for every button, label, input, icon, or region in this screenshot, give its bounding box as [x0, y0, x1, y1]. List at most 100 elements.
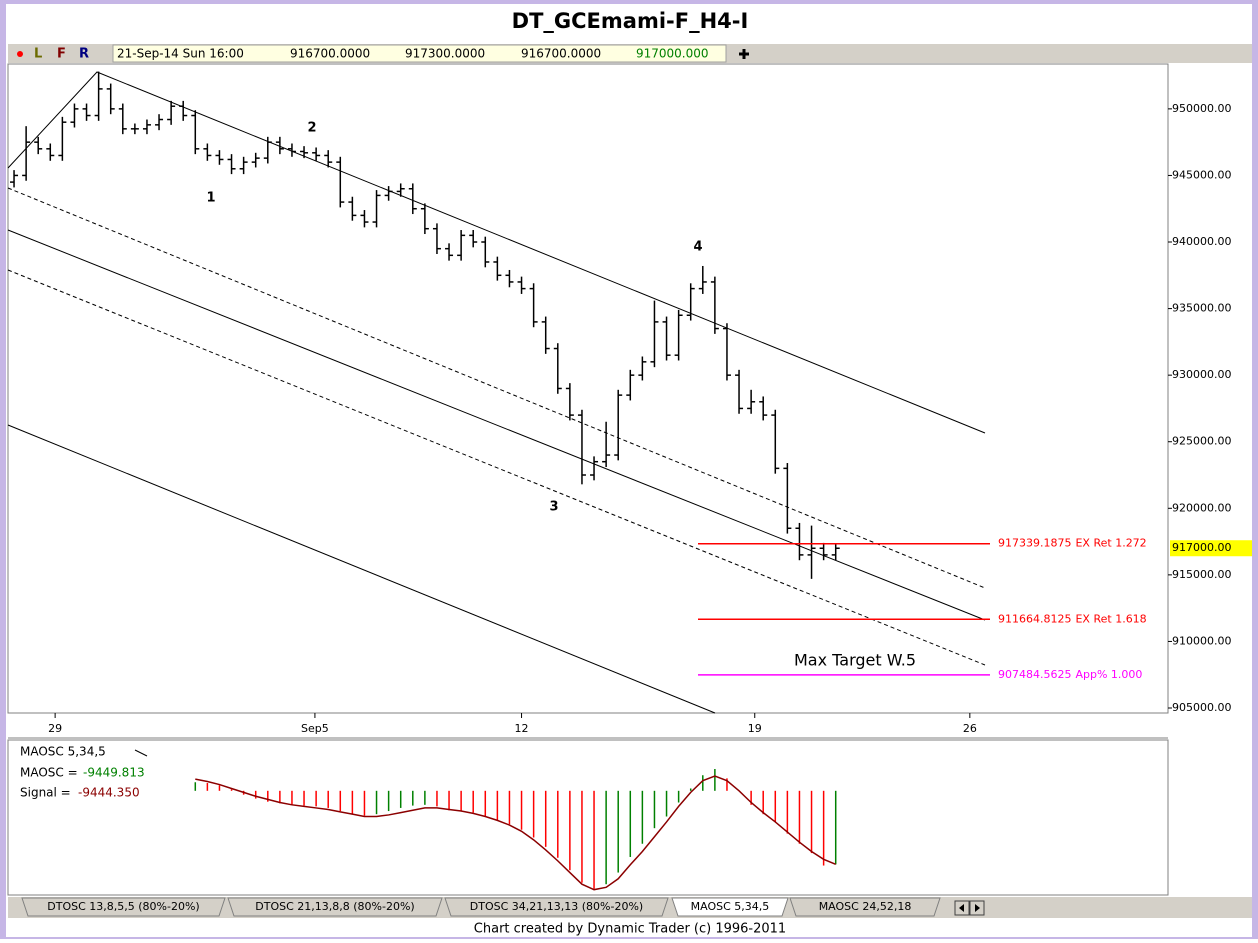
ohlc-bar	[34, 136, 43, 155]
tab[interactable]	[227, 897, 443, 917]
ohlc-bar	[457, 230, 466, 261]
ohlc-bar	[130, 123, 139, 135]
level-text: App% 1.000	[1075, 668, 1142, 681]
y-tick-label: 925000.00	[1172, 435, 1232, 448]
ohlc-bar	[22, 126, 31, 181]
price-plot	[7, 63, 1169, 714]
ohlc-bar	[493, 256, 502, 281]
legend-maosc: MAOSC =	[20, 766, 78, 780]
level-label: 907484.5625 App% 1.000	[998, 668, 1142, 681]
ohlc-bar	[795, 522, 804, 561]
bar-open: 916700.0000	[290, 47, 370, 61]
ohlc-bar	[662, 316, 671, 361]
ohlc-bar	[336, 156, 345, 208]
y-tick-label: 935000.00	[1172, 302, 1232, 315]
ohlc-bar	[505, 269, 514, 288]
y-tick-label: 945000.00	[1172, 168, 1232, 181]
ohlc-bar	[698, 265, 707, 294]
ohlc-bar	[287, 143, 296, 157]
level-text: EX Ret 1.272	[1075, 537, 1146, 550]
ohlc-bar	[179, 100, 188, 121]
footer: Chart created by Dynamic Trader (c) 1996…	[474, 922, 786, 937]
level-text: EX Ret 1.618	[1075, 612, 1146, 625]
tab-label[interactable]: MAOSC 5,34,5	[691, 900, 770, 913]
x-tick-label: 29	[48, 722, 62, 735]
y-tick-label: 910000.00	[1172, 634, 1232, 647]
ohlc-bar	[469, 230, 478, 248]
ohlc-bar	[541, 316, 550, 354]
annotation: Max Target W.5	[794, 651, 916, 670]
ohlc-bar	[384, 186, 393, 201]
lower-channel	[7, 424, 716, 714]
ohlc-bar	[722, 323, 731, 381]
tab[interactable]	[444, 897, 669, 917]
ohlc-bar	[445, 243, 454, 261]
ohlc-bar	[251, 152, 260, 168]
ohlc-bar	[324, 150, 333, 168]
oscillator-panel	[7, 739, 1169, 896]
bar-date: 21-Sep-14 Sun 16:00	[117, 47, 244, 61]
wave-label: 1	[206, 191, 215, 206]
scroll-right-arrow	[975, 904, 980, 912]
tab-label[interactable]: DTOSC 13,8,5,5 (80%-20%)	[47, 900, 199, 913]
ohlc-bar	[396, 183, 405, 197]
ohlc-bar	[360, 210, 369, 228]
scroll-left-arrow	[959, 904, 964, 912]
wave-label: 4	[693, 240, 702, 255]
ohlc-bar	[565, 383, 574, 421]
bar-high: 917300.0000	[405, 47, 485, 61]
level-value: 917339.1875	[998, 537, 1071, 550]
ohlc-bar	[747, 389, 756, 414]
ohlc-bar	[783, 463, 792, 534]
ohlc-bar	[420, 203, 429, 235]
ohlc-bar	[626, 369, 635, 401]
upper-channel	[7, 71, 986, 434]
ohlc-bar	[759, 396, 768, 421]
ohlc-bar	[819, 542, 828, 561]
ohlc-bar	[710, 276, 719, 334]
bar-close: 917000.000	[636, 47, 709, 61]
ohlc-bar	[70, 103, 79, 128]
y-tick-label: 905000.00	[1172, 701, 1232, 714]
last-price-label: 917000.00	[1172, 541, 1232, 554]
signal-line	[195, 775, 836, 891]
tab[interactable]	[671, 897, 789, 917]
ohlc-bar	[831, 544, 840, 561]
crosshair-icon[interactable]	[739, 49, 749, 59]
chart-title: DT_GCEmami-F_H4-I	[512, 9, 749, 33]
ohlc-bar	[239, 156, 248, 175]
tab-label[interactable]: MAOSC 24,52,18	[819, 900, 912, 913]
ohlc-bar	[46, 143, 55, 161]
y-tick-label: 950000.00	[1172, 102, 1232, 115]
ohlc-bar	[275, 136, 284, 155]
y-tick-label: 915000.00	[1172, 568, 1232, 581]
x-tick-label: 19	[748, 722, 762, 735]
ohlc-bar	[650, 300, 659, 368]
tab-label[interactable]: DTOSC 34,21,13,13 (80%-20%)	[470, 900, 643, 913]
level-value: 911664.8125	[998, 612, 1071, 625]
tab[interactable]	[21, 897, 226, 917]
tab-label[interactable]: DTOSC 21,13,8,8 (80%-20%)	[255, 900, 414, 913]
ohlc-bar	[638, 356, 647, 381]
y-tick-label: 920000.00	[1172, 501, 1232, 514]
y-tick-label: 930000.00	[1172, 368, 1232, 381]
ohlc-bar	[10, 170, 19, 188]
ohlc-bar	[577, 409, 586, 485]
ohlc-bar	[227, 154, 236, 175]
flag-f: F	[57, 47, 66, 62]
ohlc-bar	[529, 283, 538, 328]
tab[interactable]	[789, 897, 941, 917]
level-label: 911664.8125 EX Ret 1.618	[998, 612, 1147, 625]
ohlc-bar	[481, 236, 490, 268]
status-dot	[17, 51, 23, 57]
ohlc-bar	[300, 146, 309, 159]
ohlc-bar	[408, 183, 417, 215]
ohlc-bar	[82, 103, 91, 121]
ohlc-bar	[215, 150, 224, 165]
ohlc-bar	[602, 421, 611, 468]
ohlc-bar	[517, 276, 526, 294]
dashed-channel	[7, 187, 986, 589]
ohlc-bar	[155, 114, 164, 131]
